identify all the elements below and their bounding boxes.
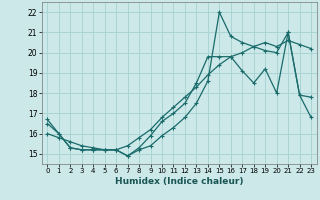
X-axis label: Humidex (Indice chaleur): Humidex (Indice chaleur) — [115, 177, 244, 186]
